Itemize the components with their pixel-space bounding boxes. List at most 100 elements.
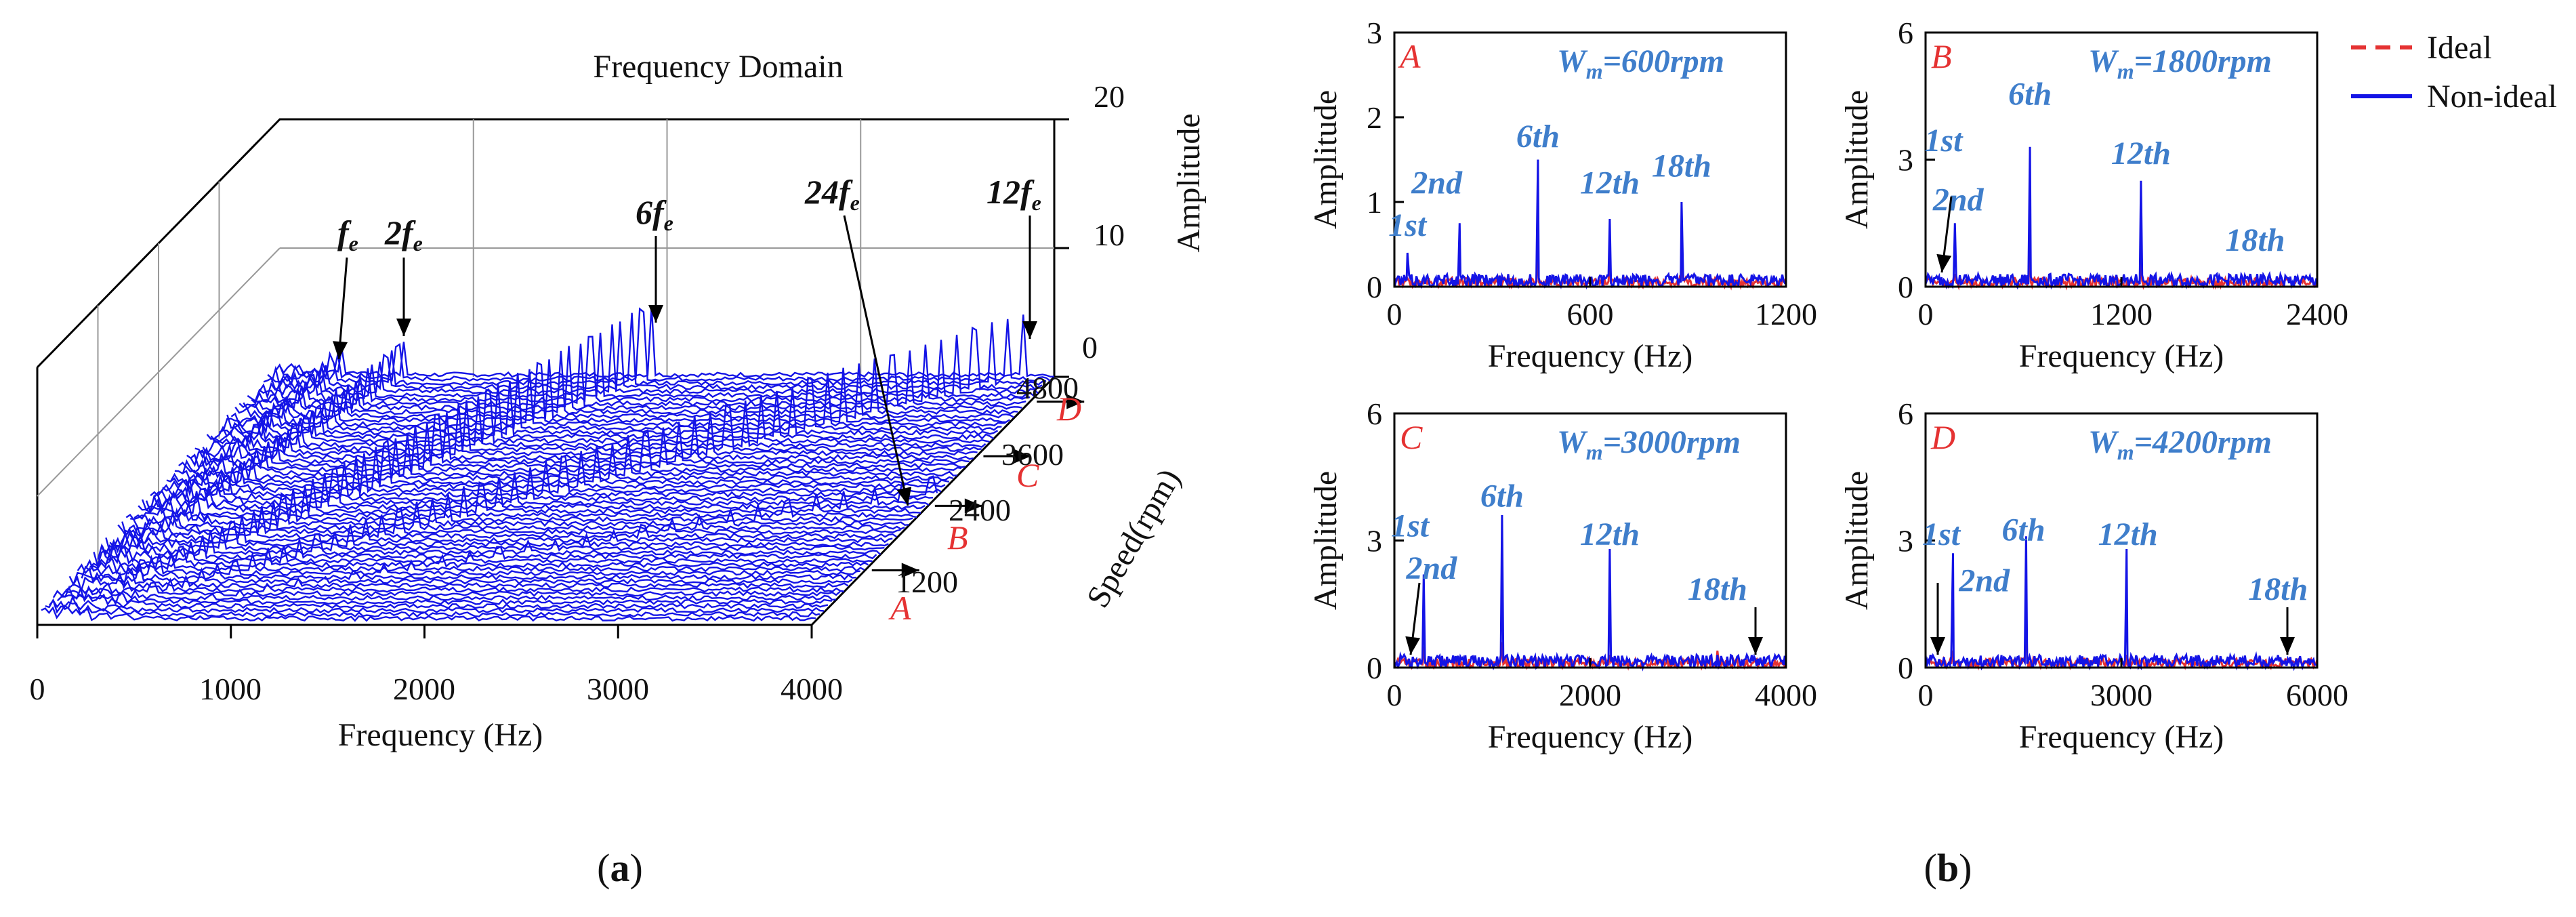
speed-value: =1800rpm <box>2134 43 2272 79</box>
speed-trace <box>154 466 930 506</box>
harmonic-label: 6th <box>2008 76 2052 112</box>
speed-trace <box>133 492 909 527</box>
x-tick: 4000 <box>1755 678 1817 712</box>
speed-marker-arrow-head <box>1066 394 1085 409</box>
arrow-18th-d-head <box>2280 637 2295 655</box>
x-tick: 0 <box>1387 297 1403 331</box>
z-axis-label: Amplitude <box>1171 113 1207 252</box>
y-tick: 0 <box>1898 651 1913 685</box>
x-axis-label: Frequency (Hz) <box>338 717 543 753</box>
speed-trace <box>101 535 877 561</box>
speed-trace <box>174 439 950 486</box>
harmonic-arrow-12fe-head <box>1022 321 1037 339</box>
speed-trace <box>247 346 1022 411</box>
y-tick: 1200 <box>896 565 958 599</box>
panel-letter: D <box>1930 418 1955 456</box>
x-tick: 3000 <box>587 672 649 706</box>
speed-trace <box>72 566 849 589</box>
harmonic-label: 12th <box>1580 516 1640 552</box>
y-tick: 3 <box>1898 143 1913 178</box>
trace-non-ideal <box>1924 536 2318 672</box>
speed-marker-arrow-head <box>964 498 982 514</box>
speed-marker-arrow-head <box>901 563 919 578</box>
speed-trace <box>45 598 820 618</box>
y-tick: 0 <box>1367 270 1382 304</box>
speed-annotation: Wm=4200rpm <box>2088 424 2272 464</box>
speed-trace <box>222 380 999 436</box>
harmonic-label: 2nd <box>1932 182 1985 218</box>
speed-value: =3000rpm <box>1603 424 1741 460</box>
speed-marker-a: A <box>888 589 911 627</box>
harmonic-arrow-2fe-head <box>396 319 411 336</box>
speed-trace <box>166 453 942 494</box>
speed-symbol: W <box>1557 43 1588 79</box>
harmonic-label: 1st <box>1924 123 1964 159</box>
x-tick: 3000 <box>2090 678 2153 712</box>
speed-trace <box>158 462 934 503</box>
panel-letter: B <box>1931 37 1952 75</box>
speed-trace <box>226 373 1002 432</box>
speed-trace <box>41 604 816 622</box>
x-tick: 2000 <box>1559 678 1621 712</box>
speed-subscript: m <box>2117 440 2134 464</box>
x-tick: 1000 <box>199 672 262 706</box>
harmonic-label: 2nd <box>1406 550 1458 586</box>
z-tick: 10 <box>1094 218 1125 252</box>
speed-marker-arrow-head <box>1013 449 1031 464</box>
panel-letter: A <box>1398 37 1421 75</box>
y-tick: 6 <box>1898 396 1913 431</box>
harmonic-label: 18th <box>1652 148 1711 184</box>
speed-symbol: W <box>2088 43 2119 79</box>
z-tick: 20 <box>1094 79 1125 114</box>
x-axis-label: Frequency (Hz) <box>1488 719 1693 755</box>
speed-trace <box>114 520 889 548</box>
speed-trace <box>259 332 1035 400</box>
x-tick: 2400 <box>2286 297 2348 331</box>
waterfall-chart: Frequency Domain 20 10 0 Amplitude 0 100… <box>30 49 1207 890</box>
x-tick: 600 <box>1567 297 1614 331</box>
x-tick: 0 <box>1387 678 1403 712</box>
harmonic-label-6fe: 6fe <box>636 193 673 235</box>
harmonic-arrow-24fe-head <box>896 487 912 506</box>
speed-trace <box>97 542 873 565</box>
x-tick: 1200 <box>2090 297 2153 331</box>
speed-trace <box>138 489 913 523</box>
speed-trace <box>121 511 897 539</box>
harmonic-label-24fe: 24fe <box>804 173 860 215</box>
speed-trace <box>65 582 841 597</box>
speed-trace <box>206 400 982 453</box>
speed-trace <box>230 369 1006 428</box>
speed-value: =4200rpm <box>2134 424 2272 460</box>
speed-marker-d: D <box>1056 390 1081 428</box>
y-tick: 6 <box>1898 16 1913 50</box>
x-tick: 0 <box>1918 297 1934 331</box>
harmonic-label: 12th <box>1580 165 1640 201</box>
x-tick: 6000 <box>2286 678 2348 712</box>
speed-trace <box>125 506 901 535</box>
z-tick: 0 <box>1082 330 1098 365</box>
y-axis-label: Speed(rpm) <box>1080 463 1188 614</box>
speed-trace <box>109 526 885 552</box>
speed-annotation: Wm=600rpm <box>1557 43 1724 83</box>
y-tick: 3600 <box>1001 437 1064 472</box>
harmonic-label-12fe: 12fe <box>986 173 1041 215</box>
speed-value: =600rpm <box>1603 43 1724 79</box>
harmonic-label: 6th <box>2001 512 2045 548</box>
arrow-1st-c-head <box>1405 636 1421 655</box>
panel-letter: C <box>1400 418 1423 456</box>
harmonic-label-2fe: 2fe <box>384 213 423 256</box>
x-tick: 0 <box>30 672 45 706</box>
speed-annotation: Wm=3000rpm <box>1557 424 1741 464</box>
y-axis-label: Amplitude <box>1839 90 1875 229</box>
spectrum-panel-b: 0 1200 2400 0 3 6 Frequency (Hz) Amplitude B Wm=1… <box>1839 16 2348 374</box>
x-axis-label: Frequency (Hz) <box>2019 719 2224 755</box>
speed-annotation: Wm=1800rpm <box>2088 43 2272 83</box>
waterfall-traces <box>41 306 1055 622</box>
y-tick: 2 <box>1367 100 1382 135</box>
x-axis-label: Frequency (Hz) <box>1488 338 1693 374</box>
harmonic-label: 1st <box>1388 207 1428 243</box>
speed-trace <box>81 554 856 581</box>
harmonic-arrow-6fe-head <box>648 305 663 323</box>
speed-trace <box>270 312 1047 388</box>
harmonic-label: 2nd <box>1411 165 1463 201</box>
